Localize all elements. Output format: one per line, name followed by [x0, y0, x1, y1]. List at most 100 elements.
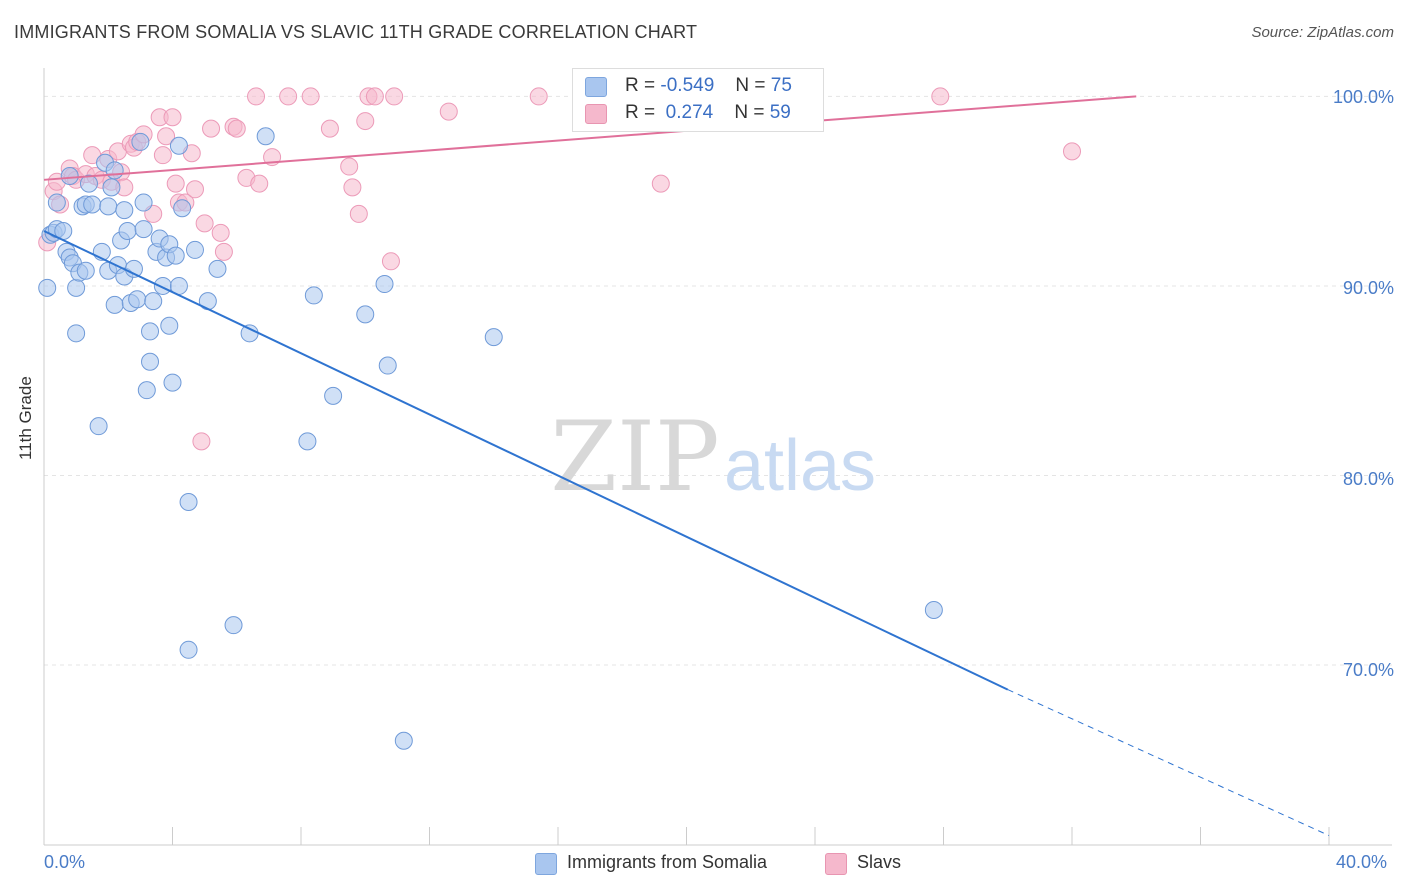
somalia-point [394, 731, 413, 750]
bottom-legend-label-somalia: Immigrants from Somalia [567, 852, 768, 872]
somalia-point [105, 295, 124, 314]
watermark-atlas: atlas [724, 426, 876, 506]
somalia-point [141, 352, 160, 371]
somalia-point [102, 178, 121, 197]
slavs-point [157, 127, 176, 146]
y-tick-label: 80.0% [1342, 469, 1394, 489]
somalia-point [179, 640, 198, 659]
somalia-point [38, 278, 57, 297]
somalia-point [169, 136, 188, 155]
y-axis-label: 11th Grade [16, 376, 35, 460]
somalia-point [137, 381, 156, 400]
somalia-point [224, 616, 243, 635]
somalia-point [67, 278, 86, 297]
trend-lines [43, 95, 1330, 836]
legend-n-value: 75 [770, 75, 792, 96]
slavs-point [385, 87, 404, 106]
axes [43, 68, 1392, 846]
slavs-point [301, 87, 320, 106]
slavs-point [195, 214, 214, 233]
somalia-point [118, 221, 137, 240]
legend-n-value: 59 [769, 102, 791, 123]
somalia-point [208, 259, 227, 278]
somalia-point [89, 417, 108, 436]
somalia-point [375, 275, 394, 294]
slavs-point [202, 119, 221, 138]
somalia-point [79, 174, 98, 193]
slavs-point [349, 204, 368, 223]
somalia-point [160, 316, 179, 335]
y-tick-label: 70.0% [1342, 660, 1394, 680]
somalia-point [134, 220, 153, 239]
slavs-point [163, 108, 182, 127]
somalia-point [105, 161, 124, 180]
slavs-point [227, 119, 246, 138]
somalia-point [83, 195, 102, 214]
somalia-point [324, 386, 343, 405]
somalia-point [76, 261, 95, 280]
somalia-point [240, 324, 259, 343]
series-slavs-points [38, 87, 1081, 451]
somalia-point [128, 290, 147, 309]
somalia-point [115, 201, 134, 220]
bottom-legend-swatch-slavs [825, 853, 847, 875]
somalia-point [378, 356, 397, 375]
somalia-point [99, 197, 118, 216]
somalia-point [141, 322, 160, 341]
slavs-trend-line [43, 95, 1137, 181]
somalia-point [356, 305, 375, 324]
legend-r-value: 0.274 [660, 102, 714, 123]
legend-r-label: R = [625, 75, 656, 96]
somalia-point [144, 292, 163, 311]
somalia-point [298, 432, 317, 451]
x-tick-label-min: 0.0% [44, 852, 86, 872]
somalia-point [153, 276, 172, 295]
slavs-point [192, 432, 211, 451]
slavs-point [247, 87, 266, 106]
slavs-point [1063, 142, 1081, 161]
somalia-point [67, 324, 86, 343]
slavs-point [153, 146, 172, 165]
y-tick-label: 100.0% [1332, 87, 1394, 107]
legend-swatch-slavs [585, 104, 607, 124]
somalia-point [131, 132, 150, 151]
somalia-point [924, 601, 943, 620]
somalia-trend-line [43, 230, 1009, 691]
slavs-point [166, 174, 185, 193]
somalia-point [484, 328, 503, 347]
series-somalia-points [38, 127, 943, 750]
slavs-point [320, 119, 339, 138]
x-tick-label-max: 40.0% [1336, 852, 1388, 872]
somalia-point [134, 193, 153, 212]
slavs-point [365, 87, 384, 106]
slavs-point [279, 87, 298, 106]
chart-title: IMMIGRANTS FROM SOMALIA VS SLAVIC 11TH G… [14, 22, 698, 42]
watermark-zip: ZIP [550, 401, 719, 513]
legend-swatch-somalia [585, 77, 607, 97]
somalia-point [47, 193, 66, 212]
slavs-point [381, 252, 400, 271]
slavs-point [356, 112, 375, 131]
slavs-point [211, 223, 230, 242]
legend-r-label: R = [625, 102, 656, 123]
somalia-point [163, 373, 182, 392]
slavs-point [529, 87, 548, 106]
bottom-legend-label-slavs: Slavs [857, 852, 902, 872]
somalia-point [256, 127, 275, 146]
somalia-point [185, 240, 204, 259]
bottom-legend-swatch-somalia [535, 853, 557, 875]
source-label: Source: ZipAtlas.com [1251, 24, 1394, 41]
somalia-trend-line-extrapolated [1007, 689, 1330, 836]
slavs-point [340, 157, 359, 176]
legend: R = -0.549 N = 75 R = 0.274 N = 59 [572, 68, 824, 132]
slavs-point [343, 178, 362, 197]
somalia-point [166, 246, 185, 265]
bottom-legend-slavs: Slavs [825, 852, 902, 875]
slavs-point [250, 174, 269, 193]
y-tick-label: 90.0% [1342, 278, 1394, 298]
slavs-point [439, 102, 458, 121]
slavs-point [651, 174, 670, 193]
slavs-point [214, 242, 233, 261]
somalia-point [179, 492, 198, 511]
